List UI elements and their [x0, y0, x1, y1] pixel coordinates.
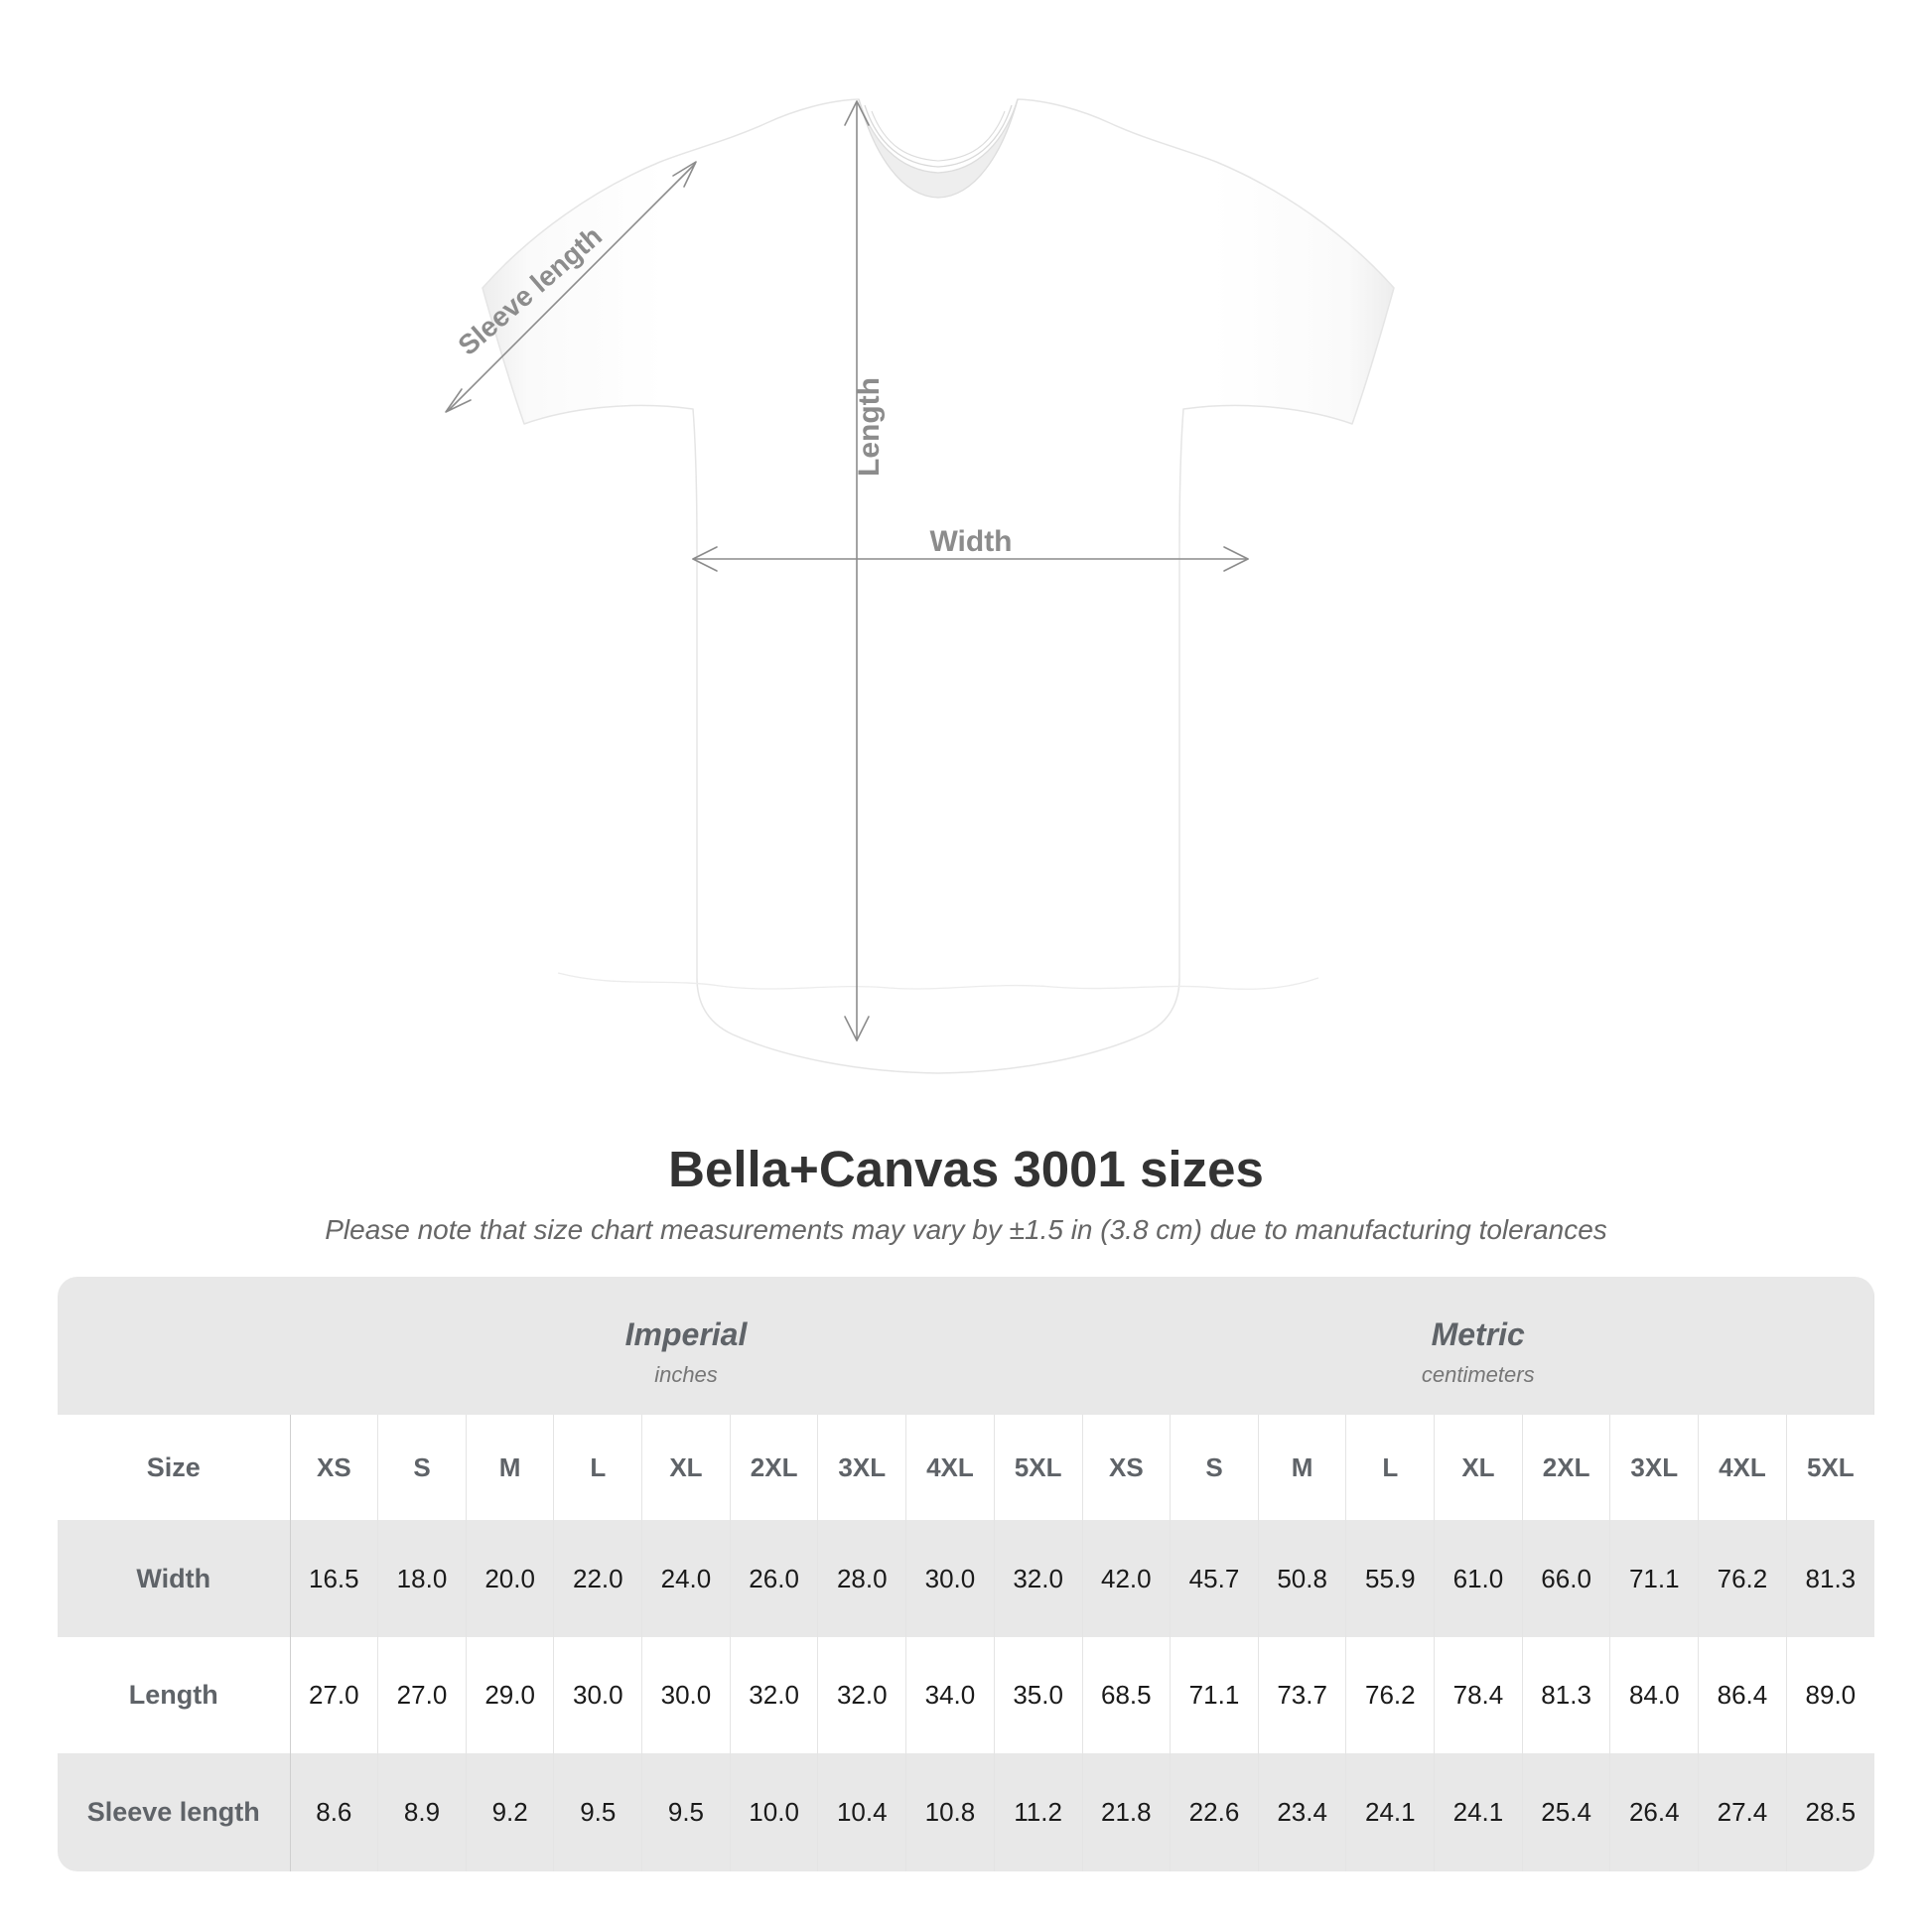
svg-text:Width: Width	[929, 525, 1012, 558]
svg-text:Length: Length	[853, 377, 886, 477]
